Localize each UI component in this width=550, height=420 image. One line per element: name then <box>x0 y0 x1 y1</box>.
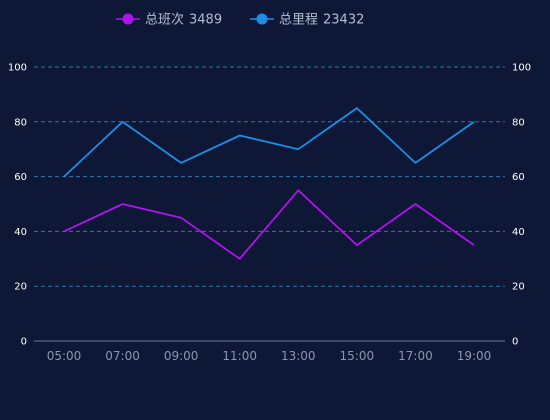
y-tick-label-left: 0 <box>21 337 27 348</box>
y-tick-label-left: 40 <box>14 227 27 238</box>
legend-series-name: 总里程 <box>279 13 318 28</box>
legend: 总班次 3489 总里程 23432 <box>116 12 364 28</box>
legend-series-value: 23432 <box>323 13 364 28</box>
y-tick-label-left: 60 <box>14 172 27 183</box>
y-tick-label-right: 0 <box>512 337 518 348</box>
legend-marker-icon <box>256 13 268 25</box>
legend-series-name: 总班次 <box>145 12 184 28</box>
y-tick-label-right: 40 <box>512 227 525 238</box>
x-tick-label: 13:00 <box>281 349 316 363</box>
grid <box>34 66 505 342</box>
y-tick-label-right: 20 <box>512 282 525 293</box>
legend-item-2[interactable]: 总里程 23432 <box>250 13 364 28</box>
x-tick-label: 17:00 <box>398 349 433 363</box>
legend-item-1[interactable]: 总班次 3489 <box>116 12 222 28</box>
x-tick-label: 11:00 <box>222 349 257 363</box>
y-tick-label-right: 80 <box>512 117 525 128</box>
x-tick-label: 15:00 <box>340 349 375 363</box>
axes: 0 0 20 20 40 40 60 60 80 80 100 100 05:00 07:00 09:00 1… <box>8 63 531 364</box>
series-layer <box>63 107 475 260</box>
x-tick-label: 05:00 <box>47 349 82 363</box>
legend-marker-icon <box>122 13 134 25</box>
x-tick-label: 19:00 <box>457 349 492 363</box>
x-tick-label: 07:00 <box>105 349 140 363</box>
x-tick-label: 09:00 <box>164 349 199 363</box>
y-tick-label-left: 20 <box>14 282 27 293</box>
y-tick-label-right: 100 <box>512 63 531 74</box>
y-tick-label-left: 100 <box>8 63 27 74</box>
series-line-2 <box>63 107 475 178</box>
series-line-1 <box>63 189 475 260</box>
legend-series-value: 3489 <box>189 13 222 28</box>
y-tick-label-left: 80 <box>14 117 27 128</box>
y-tick-label-right: 60 <box>512 172 525 183</box>
